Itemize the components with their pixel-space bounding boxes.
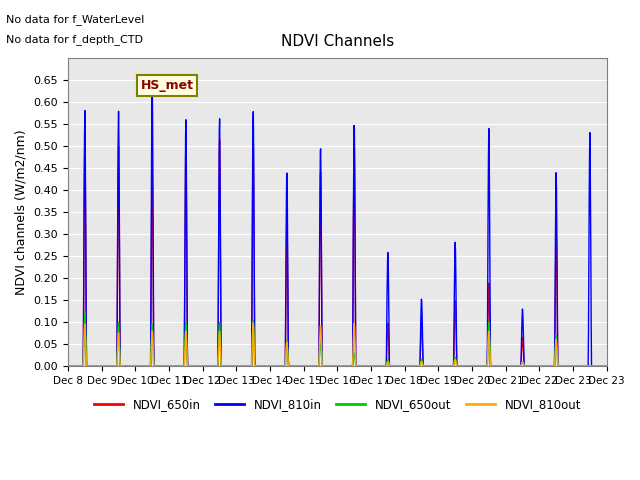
Title: NDVI Channels: NDVI Channels (281, 35, 394, 49)
NDVI_650in (603, 363, 611, 369)
NDVI_810in (340, 363, 348, 369)
NDVI_810in (603, 363, 611, 369)
Legend: NDVI_650in, NDVI_810in, NDVI_650out, NDVI_810out: NDVI_650in, NDVI_810in, NDVI_650out, NDV… (89, 393, 586, 416)
NDVI_810in (308, 363, 316, 369)
NDVI_810in (436, 363, 444, 369)
NDVI_650out (74, 363, 82, 369)
Text: No data for f_WaterLevel: No data for f_WaterLevel (6, 14, 145, 25)
NDVI_810in (568, 363, 576, 369)
NDVI_810in (64, 363, 72, 369)
NDVI_650out (81, 310, 89, 316)
NDVI_810out (436, 363, 444, 369)
NDVI_650in (161, 363, 168, 369)
NDVI_810out (64, 363, 72, 369)
Line: NDVI_810in: NDVI_810in (68, 82, 607, 366)
NDVI_650in (340, 363, 348, 369)
NDVI_810out (340, 363, 348, 369)
NDVI_810out (161, 363, 168, 369)
NDVI_810out (603, 363, 611, 369)
NDVI_650out (308, 363, 316, 369)
NDVI_810in (148, 79, 156, 84)
NDVI_810in (74, 363, 82, 369)
Line: NDVI_650out: NDVI_650out (68, 313, 607, 366)
Line: NDVI_650in: NDVI_650in (68, 135, 607, 366)
Text: HS_met: HS_met (141, 79, 194, 92)
NDVI_650in (81, 132, 89, 138)
NDVI_810out (308, 363, 316, 369)
NDVI_650in (568, 363, 576, 369)
NDVI_810out (250, 320, 257, 326)
NDVI_650out (340, 363, 348, 369)
NDVI_650out (64, 363, 72, 369)
NDVI_650out (568, 363, 576, 369)
NDVI_650out (603, 363, 611, 369)
NDVI_650out (436, 363, 444, 369)
NDVI_810in (161, 363, 168, 369)
NDVI_650in (308, 363, 316, 369)
Y-axis label: NDVI channels (W/m2/nm): NDVI channels (W/m2/nm) (15, 129, 28, 295)
Text: No data for f_depth_CTD: No data for f_depth_CTD (6, 34, 143, 45)
Line: NDVI_810out: NDVI_810out (68, 323, 607, 366)
NDVI_650in (64, 363, 72, 369)
NDVI_810out (568, 363, 576, 369)
NDVI_650in (74, 363, 82, 369)
NDVI_810out (74, 363, 82, 369)
NDVI_650in (436, 363, 444, 369)
NDVI_650out (161, 363, 168, 369)
